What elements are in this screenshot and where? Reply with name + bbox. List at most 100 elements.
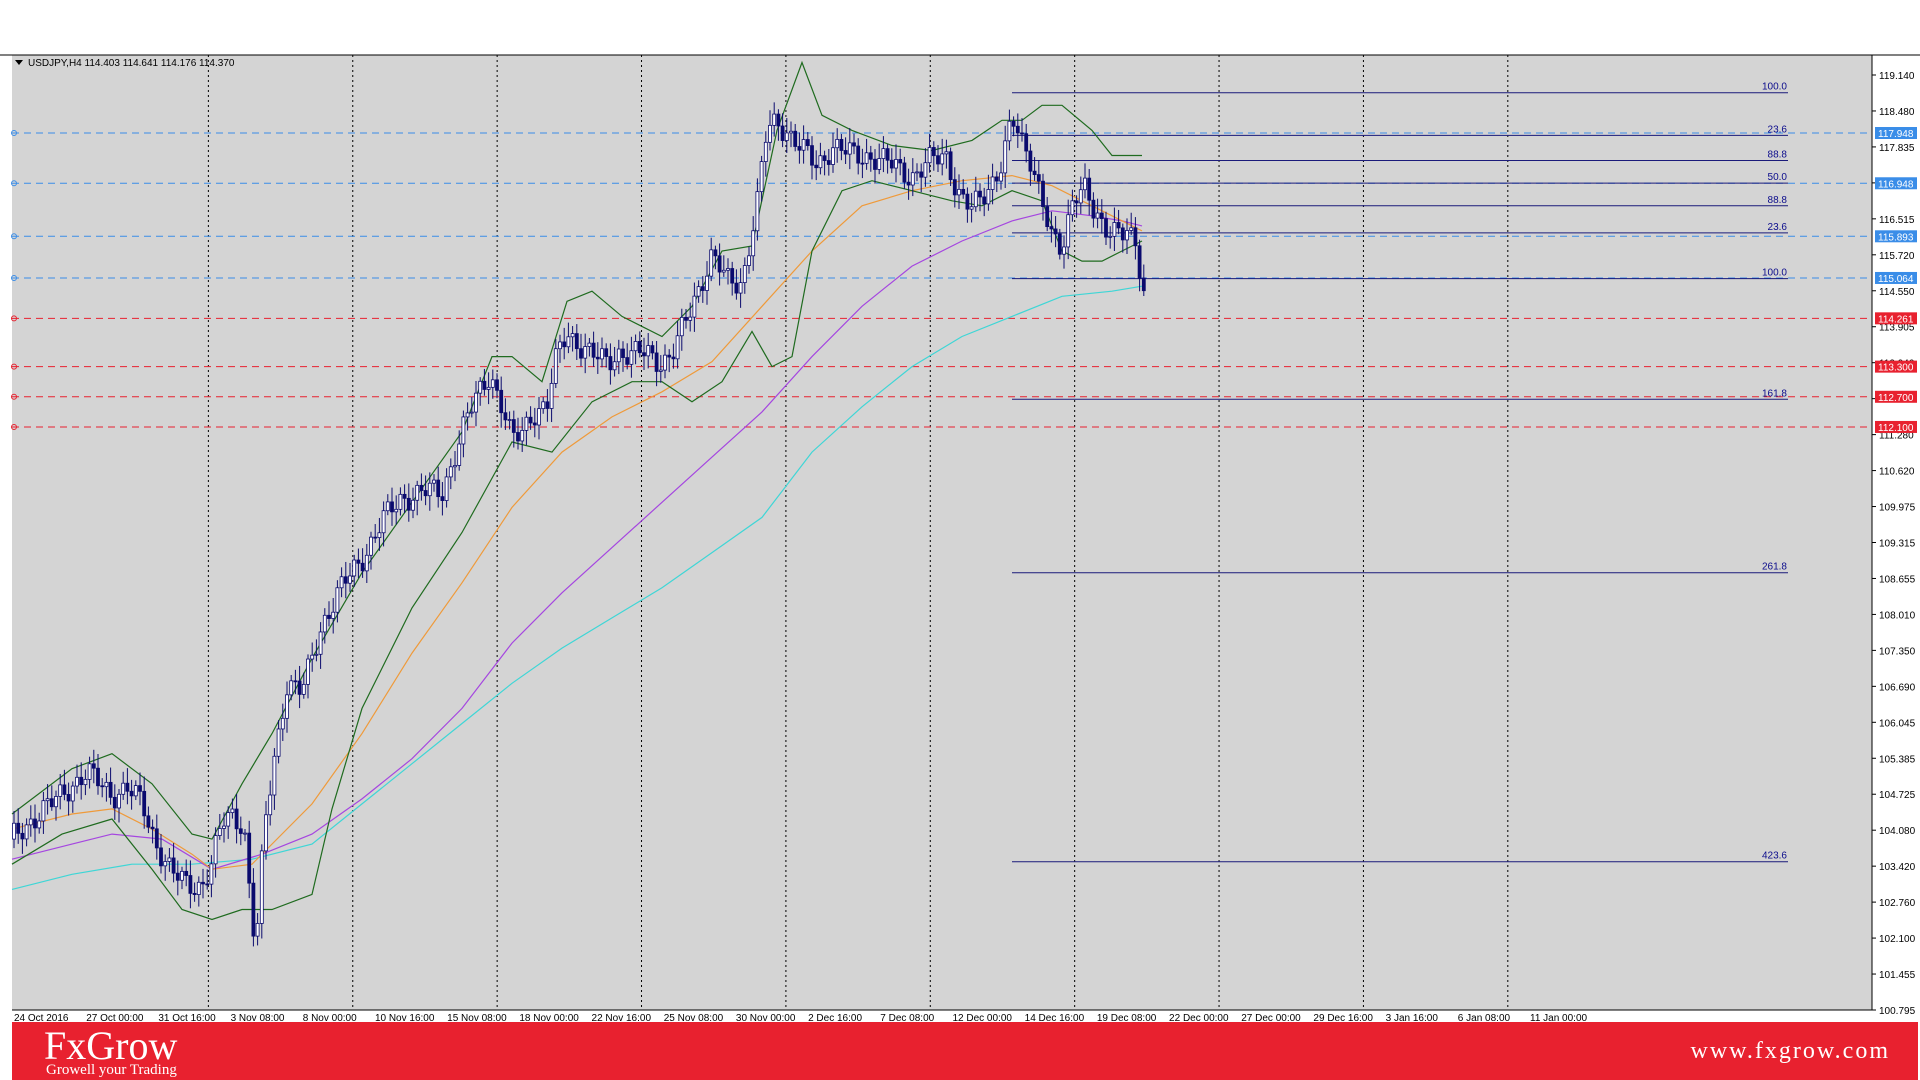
candle-body [587,342,592,347]
candle-body [213,835,218,865]
candle-body [637,341,642,354]
candle-body [957,188,961,196]
price-label: 103.420 [1879,862,1916,873]
bollinger-lower-line [11,180,1143,921]
candle-body [1062,246,1066,255]
candle-body [583,346,588,359]
candle-body [58,784,63,797]
candle-body [381,510,386,534]
price-label: 108.655 [1879,574,1916,585]
time-label: 8 Nov 00:00 [303,1013,357,1024]
candle-body [478,380,483,394]
level-anchor [11,393,17,400]
level-anchor [11,130,17,137]
candle-body [448,466,453,478]
candle-body [919,171,924,178]
candle-body [730,268,735,284]
candle-body [969,206,974,210]
candle-body [28,818,33,826]
candle-body [1074,200,1079,204]
candle-body [259,850,264,924]
candle-body [411,499,415,511]
candle-body [1070,200,1075,216]
candle-body [150,826,155,830]
candle-body [1066,214,1071,248]
candle-body [453,465,457,468]
candle-body [1007,120,1012,142]
candle-body [675,335,680,360]
price-tag [1875,230,1917,243]
time-label: 6 Jan 08:00 [1458,1013,1511,1024]
time-label: 7 Dec 08:00 [880,1013,934,1024]
candle-body [285,694,289,719]
price-tag-label: 112.100 [1878,423,1914,434]
candle-body [818,155,823,169]
candle-body [831,147,835,165]
candle-body [810,145,814,166]
candle-body [108,781,113,798]
fib-label: 423.6 [1762,851,1787,862]
candle-body [100,785,105,788]
candle-body [427,482,432,497]
candle-body [503,412,508,421]
candle-body [982,196,987,205]
price-tag [1875,271,1917,284]
candle-body [276,728,281,757]
candle-body [629,350,634,365]
ma-cyan-line [11,285,1143,890]
candle-body [671,356,676,360]
candle-body [377,532,382,539]
website-link[interactable]: www.fxgrow.com [1690,1038,1890,1064]
candle-body [755,191,760,232]
candle-body [217,828,222,836]
candle-body [692,295,697,318]
candle-body [171,857,176,874]
candle-body [222,825,226,829]
price-label: 100.795 [1879,1006,1916,1017]
candle-body [1015,125,1020,134]
candle-body [54,796,58,808]
candle-body [1125,230,1129,241]
candle-body [973,190,978,208]
candle-body [390,501,394,513]
candle-body [516,432,520,442]
candle-body [1003,140,1008,174]
candle-body [175,872,180,881]
candle-body [553,348,558,384]
symbol-menu-arrow-icon[interactable] [15,60,23,65]
candle-body [600,348,604,360]
candle-body [940,153,945,165]
time-label: 3 Jan 16:00 [1386,1013,1439,1024]
candle-body [751,230,756,257]
vertical-grid [207,55,1509,1010]
candle-body [163,861,168,867]
candle-body [469,411,474,414]
candle-body [1129,227,1134,231]
candle-body [154,828,159,849]
candle-body [49,798,54,808]
candle-body [1032,170,1037,175]
candle-body [663,354,667,371]
candle-body [247,832,252,884]
candle-body [696,286,701,297]
candle-body [562,341,567,348]
candle-body [734,282,739,294]
candle-body [797,146,802,151]
candle-body [944,151,949,155]
candle-body [322,614,327,633]
candle-body [415,484,420,501]
candle-body [138,785,142,792]
candle-body [125,782,130,792]
candle-body [898,159,903,164]
candle-body [528,416,533,424]
candle-body [1141,277,1146,292]
price-tag [1875,420,1917,433]
candle-body [1011,120,1016,127]
price-tags: 117.948 116.948 115.893 115.064 114.261 113.3… [1875,127,1917,434]
candle-body [268,794,273,816]
candle-body [398,493,403,510]
candle-body [860,162,865,165]
time-label: 22 Dec 00:00 [1169,1013,1229,1024]
candle-body [226,812,231,827]
